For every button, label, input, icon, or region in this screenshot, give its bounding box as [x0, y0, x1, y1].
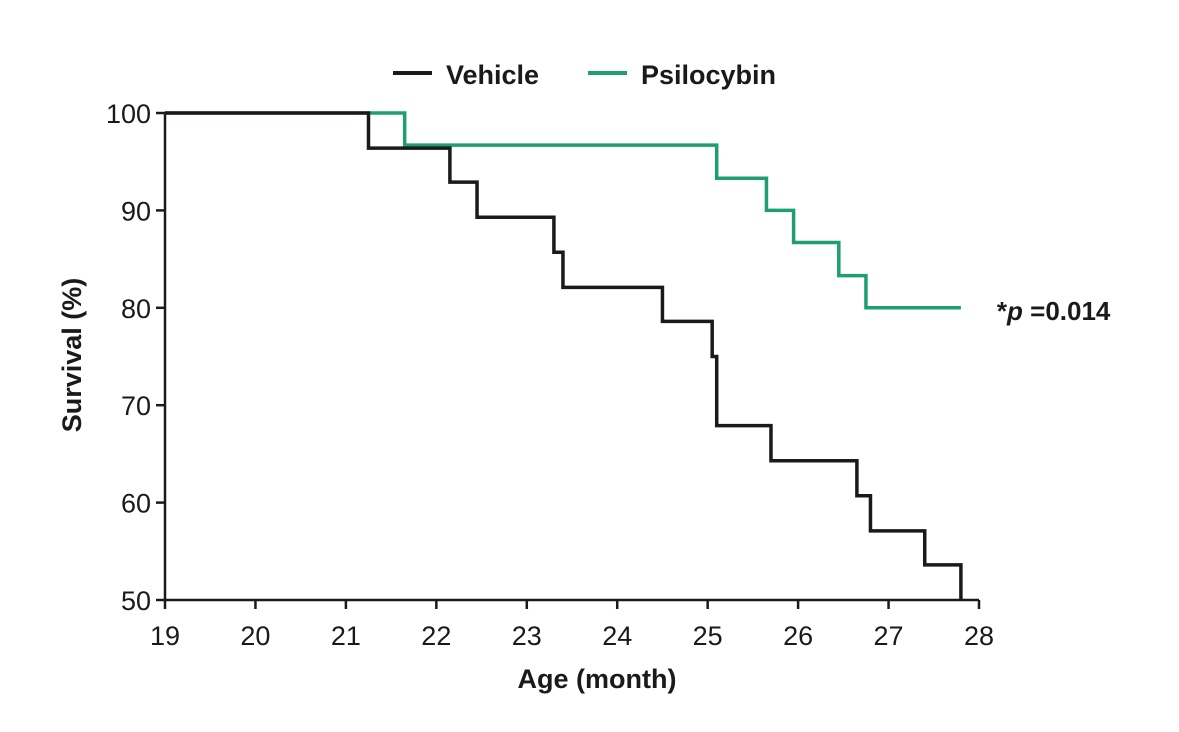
p-value-prefix: * — [997, 296, 1008, 326]
p-value-symbol: p — [1006, 296, 1023, 326]
x-tick-label: 22 — [421, 621, 451, 651]
x-tick-label: 27 — [874, 621, 904, 651]
x-tick-label: 28 — [964, 621, 994, 651]
x-tick-label: 23 — [512, 621, 542, 651]
legend-label-psilocybin: Psilocybin — [641, 60, 776, 90]
series-line-psilocybin — [165, 111, 961, 310]
x-ticks: 19 20 21 22 23 24 25 26 27 28 — [150, 600, 994, 651]
p-value-text: =0.014 — [1023, 296, 1111, 326]
y-tick-label: 100 — [106, 99, 151, 129]
x-tick-label: 25 — [693, 621, 723, 651]
x-tick-label: 20 — [240, 621, 270, 651]
y-tick-label: 60 — [121, 489, 151, 519]
x-tick-label: 24 — [602, 621, 632, 651]
y-tick-label: 90 — [121, 196, 151, 226]
x-tick-label: 19 — [150, 621, 180, 651]
x-axis-title: Age (month) — [518, 664, 677, 694]
y-ticks: 50 60 70 80 90 100 — [106, 99, 165, 616]
y-axis-title: Survival (%) — [57, 278, 87, 433]
x-tick-label: 21 — [331, 621, 361, 651]
series-line-vehicle — [165, 111, 963, 600]
series-layer — [165, 111, 963, 600]
p-value-annotation: *p =0.014 — [997, 296, 1111, 326]
y-tick-label: 50 — [121, 586, 151, 616]
axes: 19 20 21 22 23 24 25 26 27 28 50 60 70 80 90 100 — [106, 99, 994, 651]
x-tick-label: 26 — [783, 621, 813, 651]
y-tick-label: 70 — [121, 391, 151, 421]
y-tick-label: 80 — [121, 294, 151, 324]
legend-label-vehicle: Vehicle — [446, 60, 539, 90]
legend: Vehicle Psilocybin — [393, 60, 776, 90]
